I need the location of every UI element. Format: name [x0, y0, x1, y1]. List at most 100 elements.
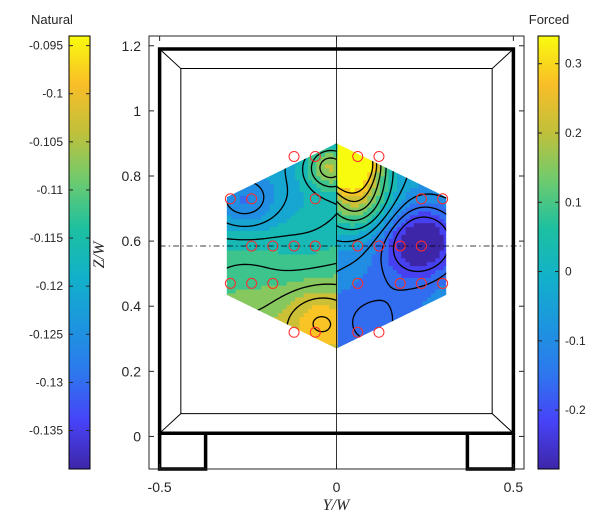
contour-cell	[384, 195, 390, 200]
contour-cell	[409, 203, 415, 208]
contour-cell	[278, 199, 284, 204]
contour-cell	[371, 214, 377, 220]
contour-cell	[239, 226, 245, 231]
contour-cell	[303, 269, 309, 274]
contour-cell	[261, 308, 267, 314]
contour-cell	[418, 292, 424, 298]
contour-cell	[350, 304, 356, 310]
contour-cell	[388, 304, 394, 310]
contour-cell	[341, 187, 347, 192]
contour-cell	[388, 226, 394, 231]
contour-cell	[409, 261, 415, 267]
contour-cell	[329, 226, 334, 231]
contour-cell	[435, 261, 441, 267]
contour-cell	[384, 292, 390, 298]
contour-cell	[329, 312, 334, 317]
contour-cell	[418, 226, 424, 231]
contour-cell	[333, 195, 339, 200]
contour-cell	[431, 242, 436, 247]
contour-cell	[443, 218, 447, 224]
contour-cell	[414, 218, 419, 224]
contour-cell	[426, 187, 432, 192]
contour-cell	[295, 230, 301, 235]
contour-cell	[431, 269, 436, 274]
contour-cell	[299, 292, 305, 298]
contour-cell	[265, 187, 271, 192]
contour-cell	[239, 242, 245, 247]
contour-cell	[388, 222, 394, 228]
contour-cell	[239, 265, 245, 271]
contour-cell	[252, 203, 258, 208]
contour-cell	[312, 273, 317, 278]
contour-cell	[256, 285, 262, 290]
contour-cell	[303, 328, 309, 333]
contour-cell	[333, 163, 339, 169]
contour-cell	[337, 312, 343, 317]
contour-cell	[375, 300, 381, 306]
contour-cell	[341, 234, 347, 239]
contour-cell	[414, 304, 419, 310]
contour-cell	[235, 273, 241, 278]
contour-cell	[316, 226, 322, 231]
contour-cell	[401, 230, 407, 235]
contour-cell	[380, 253, 385, 259]
contour-cell	[286, 296, 292, 302]
contour-cell	[273, 171, 279, 177]
contour-cell	[273, 316, 279, 321]
contour-cell	[418, 199, 424, 204]
contour-cell	[414, 226, 419, 231]
contour-cell	[256, 265, 262, 271]
contour-cell	[227, 292, 233, 298]
contour-cell	[290, 163, 296, 169]
contour-cell	[371, 249, 377, 255]
contour-cell	[367, 179, 373, 185]
contour-cell	[269, 230, 275, 235]
contour-cell	[350, 292, 356, 298]
contour-cell	[290, 199, 296, 204]
contour-cell	[392, 285, 398, 290]
contour-cell	[307, 234, 313, 239]
contour-cell	[346, 191, 351, 196]
contour-cell	[422, 257, 428, 263]
contour-cell	[388, 203, 394, 208]
contour-cell	[388, 300, 394, 306]
colorbar-tick-label: 0	[565, 265, 572, 279]
contour-cell	[227, 269, 233, 274]
contour-cell	[286, 171, 292, 177]
contour-cell	[354, 296, 360, 302]
contour-cell	[290, 320, 296, 325]
contour-cell	[384, 253, 390, 259]
contour-cell	[307, 312, 313, 317]
contour-cell	[350, 288, 356, 294]
contour-cell	[401, 308, 407, 314]
contour-cell	[248, 187, 254, 192]
contour-cell	[299, 261, 305, 267]
contour-cell	[431, 238, 436, 243]
contour-cell	[329, 163, 334, 169]
contour-cell	[341, 316, 347, 321]
contour-cell	[358, 222, 364, 228]
contour-cell	[320, 281, 326, 286]
contour-cell	[350, 312, 356, 317]
contour-cell	[329, 144, 334, 149]
contour-cell	[312, 206, 317, 212]
contour-cell	[439, 265, 445, 271]
contour-cell	[358, 265, 364, 271]
contour-cell	[261, 300, 267, 306]
contour-cell	[261, 179, 267, 185]
contour-cell	[422, 281, 428, 286]
contour-cell	[231, 195, 237, 200]
contour-cell	[248, 214, 254, 220]
contour-cell	[261, 214, 267, 220]
contour-cell	[239, 199, 245, 204]
contour-cell	[358, 163, 364, 169]
contour-cell	[337, 288, 343, 294]
contour-cell	[265, 234, 271, 239]
contour-cell	[350, 296, 356, 302]
contour-cell	[401, 296, 407, 302]
contour-cell	[256, 230, 262, 235]
contour-cell	[261, 242, 267, 247]
measurement-point	[288, 150, 300, 162]
contour-cell	[401, 191, 407, 196]
contour-cell	[443, 222, 447, 228]
